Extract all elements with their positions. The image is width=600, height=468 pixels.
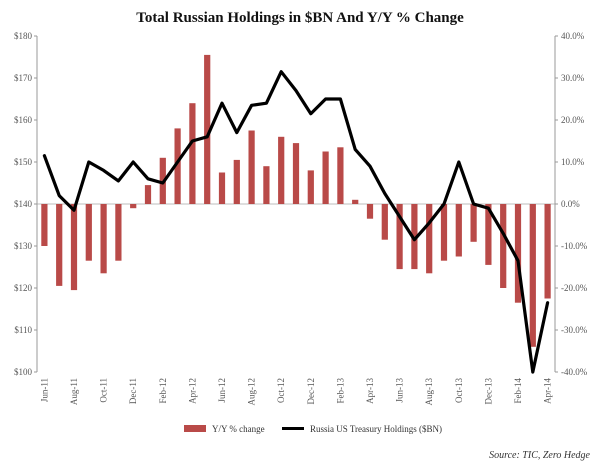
bar-Sep-13 [440,204,448,261]
bar-Aug-11 [70,204,78,291]
x-tick-label: Jun-11 [39,378,49,402]
left-tick-label: $180 [14,31,33,41]
bar-May-13 [381,204,388,240]
left-axis: $100 $110 $120 $130 $140 $150 $160 $170 $180 [14,31,38,377]
bar-Mar-14 [529,204,536,347]
x-tick-label: Aug-13 [424,378,434,406]
left-tick-label: $170 [14,73,33,83]
left-tick-label: $110 [14,325,32,335]
bar-Sep-12 [263,166,270,204]
bar-Oct-11 [100,204,107,274]
right-tick-label: -20.0% [561,283,588,293]
x-tick-label: Apr-14 [543,378,553,404]
bar-Apr-13 [366,204,374,219]
bar-Mar-12 [174,128,181,204]
bar-Jan-14 [500,204,507,288]
x-tick-label: Dec-13 [483,378,493,405]
bar-Feb-13 [337,147,344,204]
bar-Jul-11 [56,204,63,286]
treasury-holdings-line [42,70,550,374]
x-tick-label: Jun-12 [217,378,227,403]
bar-Dec-13 [485,204,492,265]
bar-Aug-12 [248,130,255,204]
bar-Jul-13 [411,204,418,270]
bar-Aug-13 [426,204,433,274]
bar-Nov-12 [292,143,300,204]
bar-Feb-14 [514,204,522,303]
right-tick-label: -10.0% [561,241,588,251]
x-tick-label: Feb-14 [513,378,523,404]
x-tick-label: Aug-12 [247,378,257,406]
left-tick-label: $160 [14,115,33,125]
x-tick-label: Feb-13 [335,378,345,404]
bar-Jun-12 [218,172,226,204]
left-tick-label: $140 [14,199,33,209]
legend-swatch-bar [184,425,206,432]
right-tick-label: 20.0% [561,115,585,125]
bar-Apr-14 [544,204,551,299]
bar-Jun-13 [396,204,403,270]
right-tick-label: -40.0% [561,367,588,377]
bar-Nov-11 [115,204,122,261]
x-tick-label: Oct-13 [454,378,464,403]
right-tick-label: 0.0% [561,199,580,209]
chart-title: Total Russian Holdings in $BN And Y/Y % … [136,10,464,26]
x-tick-label: Dec-11 [128,378,138,404]
left-tick-label: $150 [14,157,33,167]
bar-Dec-11 [130,204,137,209]
right-tick-label: 30.0% [561,73,585,83]
bar-Oct-12 [278,136,285,204]
bar-Dec-12 [307,170,314,204]
left-tick-label: $120 [14,283,33,293]
left-tick-label: $100 [14,367,33,377]
legend-label-bar: Y/Y % change [212,424,265,434]
x-axis: Jun-11 Aug-11 Oct-11 Dec-11 Feb-12 Apr-12 Jun-… [39,378,552,406]
bar-Oct-13 [455,204,462,257]
source-note: Source: TIC, Zero Hedge [489,450,590,461]
bar-Jul-12 [233,159,240,204]
bar-May-12 [204,54,211,205]
bar-Jan-13 [322,151,329,204]
bar-Sep-11 [85,204,92,261]
x-tick-label: Apr-13 [365,378,375,404]
right-tick-label: 40.0% [561,31,585,41]
x-tick-label: Oct-12 [276,378,286,403]
bar-Apr-12 [189,103,196,204]
right-tick-label: -30.0% [561,325,588,335]
bar-Jan-12 [144,185,152,204]
right-axis: -40.0% -30.0% -20.0% -10.0% 0.0% 10.0% 20.0% 30… [554,31,588,377]
bar-Nov-13 [470,204,477,242]
bar-Mar-13 [352,199,359,204]
legend-label-line: Russia US Treasury Holdings ($BN) [310,424,442,434]
right-tick-label: 10.0% [561,157,585,167]
x-tick-label: Jun-13 [395,378,405,403]
plot-area [37,54,555,374]
x-tick-label: Oct-11 [99,378,109,403]
x-tick-label: Apr-12 [187,378,197,404]
x-tick-label: Dec-12 [306,378,316,405]
left-tick-label: $130 [14,241,33,251]
bar-Jun-11 [41,204,48,246]
x-tick-label: Aug-11 [69,378,79,405]
legend: Y/Y % change Russia US Treasury Holdings… [184,424,442,434]
x-tick-label: Feb-12 [158,378,168,404]
